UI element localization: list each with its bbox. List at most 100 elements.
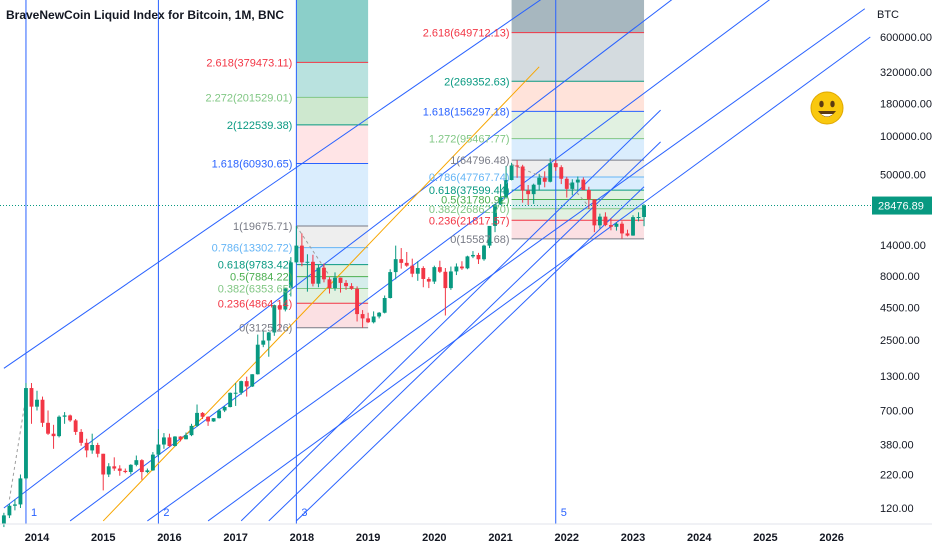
candle [355, 286, 360, 322]
candle-body [73, 420, 78, 432]
candle-body [465, 256, 470, 269]
candle-body [255, 344, 260, 375]
candle [504, 165, 509, 199]
candle-body [421, 268, 426, 279]
candle-body [548, 163, 553, 182]
fib-zone [296, 163, 369, 226]
dashed-projection-line [8, 396, 27, 500]
candle-body [338, 277, 343, 283]
candle [189, 423, 194, 437]
candle [415, 261, 420, 281]
candle [388, 269, 393, 299]
candle-body [239, 381, 244, 393]
fib-zone [296, 264, 369, 277]
candle-body [134, 460, 139, 465]
candle [12, 499, 17, 511]
candle [277, 301, 282, 331]
candle [575, 176, 580, 191]
candle [471, 251, 475, 259]
candle-body [24, 388, 28, 479]
candle [410, 258, 415, 278]
candle [459, 261, 464, 270]
candle-body [636, 216, 641, 218]
candle [294, 225, 299, 264]
candle [515, 160, 520, 178]
candle [101, 453, 106, 491]
candle [266, 331, 271, 357]
candle [421, 266, 426, 288]
candle-body [564, 178, 569, 189]
candle-body [272, 305, 277, 333]
candle-body [29, 388, 34, 407]
candle-body [575, 179, 580, 183]
x-axis[interactable]: 2014 2015 2016 2017 2018 2019 2020 2021 2022 2023… [0, 523, 932, 544]
fib-zone [296, 225, 369, 248]
candle-body [167, 437, 172, 447]
y-axis-tick-label: 380.00 [880, 439, 914, 451]
candle [526, 184, 531, 205]
candle [548, 158, 553, 183]
candle-body [222, 407, 227, 411]
y-axis-tick-label: 8000.00 [880, 271, 920, 283]
candle-body [184, 435, 188, 440]
candle [255, 334, 260, 375]
candle-body [112, 466, 117, 469]
candle-body [586, 190, 591, 200]
candle [310, 254, 315, 287]
fib-level-label: 1.272(95467.77) [429, 134, 510, 146]
candle-body [360, 314, 365, 319]
fib-level-label: 0.618(37599.44) [429, 185, 510, 197]
fib-level-label: 2.618(649712.13) [423, 28, 510, 40]
fib-zone [296, 97, 369, 125]
candle-body [559, 167, 564, 179]
candle [250, 374, 255, 388]
candle [173, 436, 177, 447]
candle [553, 160, 558, 171]
candle-body [355, 288, 360, 315]
x-axis-tick-label: 2014 [25, 532, 50, 544]
candle [399, 248, 404, 269]
candle [261, 330, 266, 348]
last-price-line: 28476.89 [872, 196, 932, 215]
candle-body [482, 245, 486, 260]
candle-body [90, 444, 95, 451]
last-price-tag [872, 196, 932, 215]
candle [1, 512, 6, 528]
candle [322, 263, 326, 283]
y-axis-tick-label: 50000.00 [880, 169, 926, 181]
candle [112, 457, 117, 471]
y-axis-tick-label: 120.00 [880, 503, 914, 515]
candle [371, 311, 376, 324]
candle-body [1, 515, 6, 524]
candle-body [84, 442, 89, 451]
candle-body [388, 272, 393, 299]
candle [404, 251, 409, 267]
candle [443, 268, 448, 316]
candle [73, 418, 78, 435]
candle [161, 433, 166, 449]
candle-body [7, 505, 12, 516]
y-axis[interactable]: 600000.00 320000.00 180000.00 100000.00 5000… [880, 32, 932, 515]
candle [139, 459, 144, 480]
fib-zone [296, 124, 369, 164]
candle [217, 408, 222, 419]
candle-body [426, 278, 431, 282]
fib-level-label: 0.236(4864.14) [218, 298, 293, 310]
candle-body [40, 399, 45, 423]
candle [642, 204, 646, 227]
candle-body [526, 190, 531, 195]
candle-body [95, 444, 100, 454]
candle [448, 266, 453, 290]
x-axis-tick-label: 2015 [91, 532, 115, 544]
candle-body [150, 454, 155, 471]
y-axis-tick-label: 14000.00 [880, 240, 926, 252]
candle [631, 215, 635, 236]
candle-body [498, 197, 503, 205]
last-price-value: 28476.89 [878, 201, 924, 213]
candle-body [35, 399, 39, 407]
candle-body [277, 305, 282, 310]
x-axis-tick-label: 2021 [488, 532, 512, 544]
candle [454, 263, 459, 276]
smiley-emoji-icon [810, 91, 844, 125]
